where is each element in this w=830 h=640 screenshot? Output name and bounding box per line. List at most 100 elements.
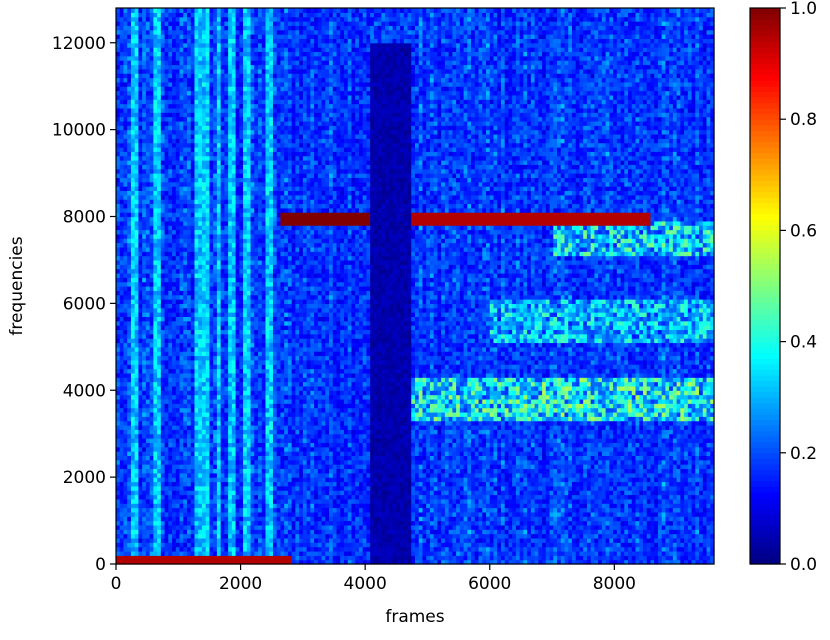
heatmap-cell [116,60,121,66]
heatmap-cell [138,125,143,131]
heatmap-cell [175,212,181,218]
heatmap-cell [153,34,158,39]
heatmap-cell [127,207,132,213]
heatmap-cell [160,433,166,439]
heatmap-cell [220,168,225,174]
heatmap-cell [168,325,173,331]
heatmap-cell [228,442,233,448]
heatmap-cell [198,94,203,100]
heatmap-cell [235,160,240,165]
heatmap-cell [183,507,188,513]
heatmap-cell [250,550,255,556]
heatmap-cell [179,268,184,274]
heatmap-cell [157,511,162,517]
heatmap-cell [187,212,192,218]
heatmap-cell [149,155,154,161]
heatmap-cell [224,42,229,48]
heatmap-cell [213,81,218,87]
heatmap-cell [246,377,252,383]
heatmap-cell [235,225,240,231]
heatmap-cell [130,481,136,487]
heatmap-cell [239,177,244,183]
heatmap-cell [134,490,140,496]
heatmap-cell [119,542,125,548]
heatmap-cell [168,264,173,270]
heatmap-cell [183,494,188,500]
heatmap-cell [220,229,225,235]
heatmap-cell [172,21,177,26]
heatmap-cell [130,468,136,474]
heatmap-cell [138,455,143,461]
heatmap-cell [250,390,255,396]
heatmap-cell [168,342,173,348]
heatmap-cell [190,77,196,83]
heatmap-cell [187,133,192,139]
heatmap-cell [243,290,248,296]
heatmap-cell [209,268,214,274]
heatmap-cell [123,173,128,178]
heatmap-cell [243,242,248,248]
heatmap-cell [164,394,169,400]
heatmap-cell [160,333,166,339]
heatmap-cell [224,420,229,426]
heatmap-cell [250,472,255,478]
heatmap-cell [190,416,196,422]
heatmap-cell [187,90,192,96]
heatmap-cell [231,233,237,239]
heatmap-cell [216,299,222,304]
heatmap-cell [157,90,162,96]
heatmap-cell [254,537,259,543]
heatmap-cell [130,407,136,413]
heatmap-cell [235,133,240,139]
heatmap-cell [224,264,229,270]
heatmap-cell [149,468,154,474]
heatmap-cell [243,477,248,483]
heatmap-cell [175,325,181,331]
heatmap-cell [239,107,244,113]
heatmap-cell [190,355,196,361]
heatmap-cell [190,520,196,526]
heatmap-cell [239,533,244,539]
heatmap-cell [175,446,181,452]
heatmap-cell [179,438,184,443]
heatmap-cell [250,268,255,274]
heatmap-cell [164,8,169,13]
heatmap-cell [194,225,199,231]
heatmap-cell [243,199,248,205]
heatmap-cell [153,312,158,317]
heatmap-cell [250,142,255,148]
heatmap-cell [142,290,147,296]
heatmap-cell [213,507,218,513]
heatmap-cell [209,438,214,443]
heatmap-cell [149,277,154,283]
heatmap-cell [205,151,211,157]
heatmap-cell [216,47,222,53]
heatmap-cell [198,181,203,187]
heatmap-cell [243,342,248,348]
heatmap-cell [246,316,252,322]
heatmap-cell [190,242,196,248]
heatmap-cell [239,47,244,53]
heatmap-cell [224,203,229,209]
heatmap-cell [228,177,233,183]
heatmap-cell [127,346,132,352]
heatmap-cell [119,290,125,296]
heatmap-cell [127,238,132,244]
heatmap-cell [213,125,218,131]
heatmap-cell [119,142,125,148]
heatmap-cell [149,103,154,109]
heatmap-cell [142,438,147,443]
heatmap-cell [205,511,211,517]
heatmap-cell [250,468,255,474]
heatmap-cell [239,103,244,109]
heatmap-cell [116,299,121,304]
heatmap-cell [157,537,162,543]
heatmap-cell [183,338,188,344]
heatmap-cell [194,268,199,274]
heatmap-cell [142,246,147,252]
heatmap-cell [224,520,229,526]
heatmap-cell [145,377,151,383]
heatmap-cell [123,425,128,430]
heatmap-cell [224,333,229,339]
heatmap-cell [228,320,233,326]
